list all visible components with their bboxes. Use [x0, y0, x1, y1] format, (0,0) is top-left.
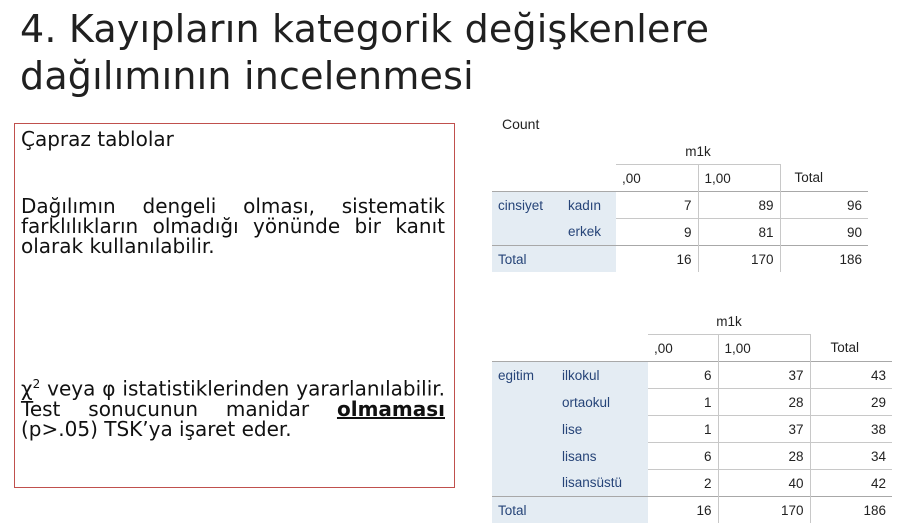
title-line-2: dağılımının incelenmesi — [20, 54, 474, 98]
table-cell: 37 — [718, 415, 811, 443]
table-cell: 34 — [810, 442, 892, 470]
count-label: Count — [502, 116, 540, 132]
row-var-label: egitim — [492, 361, 556, 389]
chi-superscript: 2 — [32, 377, 41, 391]
row-label: ortaokul — [556, 388, 648, 416]
box-heading: Çapraz tablolar — [21, 127, 174, 151]
total-cell: 16 — [616, 245, 699, 272]
paragraph-2-text-b: (p>.05) TSK’ya işaret eder. — [21, 416, 292, 441]
table-cell: 9 — [616, 218, 699, 246]
table-cell: 90 — [780, 218, 868, 246]
corner-cell — [492, 138, 616, 165]
col-header: 1,00 — [698, 164, 781, 192]
table-cell: 38 — [810, 415, 892, 443]
row-var-spacer — [492, 218, 562, 246]
row-label: kadın — [562, 191, 616, 219]
total-row-label: Total — [492, 496, 648, 523]
total-cell: 186 — [780, 245, 868, 272]
crosstab-cinsiyet: m1k ,00 1,00 Total cinsiyet kadın 7 89 9… — [492, 138, 868, 272]
table-cell: 2 — [648, 469, 719, 497]
total-row-label: Total — [492, 245, 616, 272]
row-var-spacer — [492, 442, 556, 470]
table-cell: 96 — [780, 191, 868, 219]
table-cell: 6 — [648, 442, 719, 470]
corner-cell — [492, 334, 648, 362]
table-cell: 42 — [810, 469, 892, 497]
col-header: 1,00 — [718, 334, 811, 362]
table-cell: 6 — [648, 361, 719, 389]
table-cell: 29 — [810, 388, 892, 416]
row-var-spacer — [492, 469, 556, 497]
row-var-label: cinsiyet — [492, 191, 562, 219]
row-var-spacer — [492, 415, 556, 443]
title-line-1: 4. Kayıpların kategorik değişkenlere — [20, 7, 710, 51]
row-label: erkek — [562, 218, 616, 246]
col-header: Total — [810, 334, 892, 362]
col-var-header: m1k — [616, 138, 780, 165]
total-cell: 16 — [648, 496, 719, 523]
chi-symbol: χ — [21, 376, 33, 401]
col-header: ,00 — [648, 334, 719, 362]
row-label: lisans — [556, 442, 648, 470]
table-cell: 81 — [698, 218, 781, 246]
total-cell: 170 — [698, 245, 781, 272]
col-header: ,00 — [616, 164, 699, 192]
col-var-header: m1k — [648, 308, 810, 335]
table-cell: 28 — [718, 388, 811, 416]
paragraph-1: Dağılımın dengeli olması, sistematik far… — [21, 194, 445, 258]
row-label: ilkokul — [556, 361, 648, 389]
total-cell: 170 — [718, 496, 811, 523]
table-cell: 28 — [718, 442, 811, 470]
col-header: Total — [780, 164, 868, 192]
crosstab-egitim: m1k ,00 1,00 Total egitim ilkokul 6 37 4… — [492, 308, 892, 523]
corner-cell — [780, 138, 868, 165]
paragraph-2-bold: olmaması — [336, 396, 445, 421]
paragraph-2: χ2 veya φ istatistiklerinden yararlanıla… — [21, 374, 445, 439]
total-cell: 186 — [810, 496, 892, 523]
text-box: Çapraz tablolar Dağılımın dengeli olması… — [14, 123, 455, 488]
corner-cell — [492, 308, 648, 335]
row-var-spacer — [492, 388, 556, 416]
corner-cell — [810, 308, 892, 335]
row-label: lise — [556, 415, 648, 443]
table-cell: 40 — [718, 469, 811, 497]
row-label: lisansüstü — [556, 469, 648, 497]
table-cell: 1 — [648, 415, 719, 443]
slide-title: 4. Kayıpların kategorik değişkenlere dağ… — [20, 6, 709, 100]
table-cell: 7 — [616, 191, 699, 219]
table-cell: 43 — [810, 361, 892, 389]
corner-cell — [492, 164, 616, 192]
table-cell: 89 — [698, 191, 781, 219]
table-cell: 37 — [718, 361, 811, 389]
paragraph-2-text-a: veya φ istatistiklerinden yararlanılabil… — [21, 376, 445, 421]
table-cell: 1 — [648, 388, 719, 416]
